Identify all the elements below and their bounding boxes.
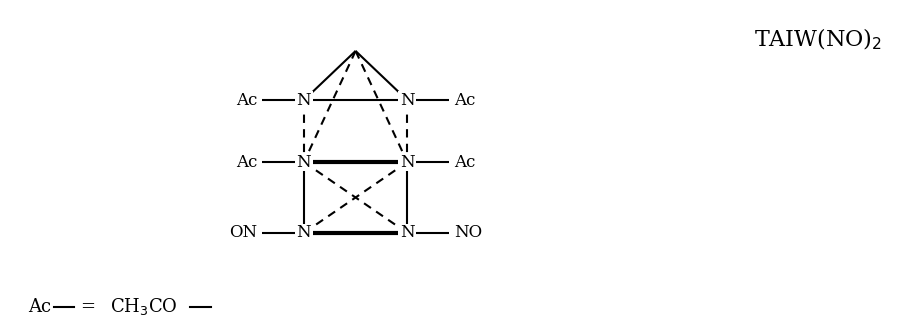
Text: NO: NO: [454, 224, 482, 241]
Text: N: N: [297, 224, 311, 241]
FancyBboxPatch shape: [399, 224, 416, 242]
Text: Ac: Ac: [236, 154, 257, 171]
Text: Ac: Ac: [236, 92, 257, 109]
Text: ON: ON: [230, 224, 257, 241]
Text: TAIW(NO)$_2$: TAIW(NO)$_2$: [754, 26, 882, 51]
Text: N: N: [297, 92, 311, 109]
Text: Ac: Ac: [454, 92, 475, 109]
Text: N: N: [400, 224, 415, 241]
Text: N: N: [400, 92, 415, 109]
FancyBboxPatch shape: [399, 153, 416, 171]
FancyBboxPatch shape: [295, 224, 313, 242]
Text: N: N: [400, 154, 415, 171]
Text: CH$_3$CO: CH$_3$CO: [110, 296, 178, 317]
Text: Ac: Ac: [28, 298, 50, 316]
FancyBboxPatch shape: [295, 153, 313, 171]
Text: =: =: [80, 298, 95, 316]
Text: Ac: Ac: [454, 154, 475, 171]
FancyBboxPatch shape: [399, 91, 416, 109]
Text: N: N: [297, 154, 311, 171]
FancyBboxPatch shape: [295, 91, 313, 109]
